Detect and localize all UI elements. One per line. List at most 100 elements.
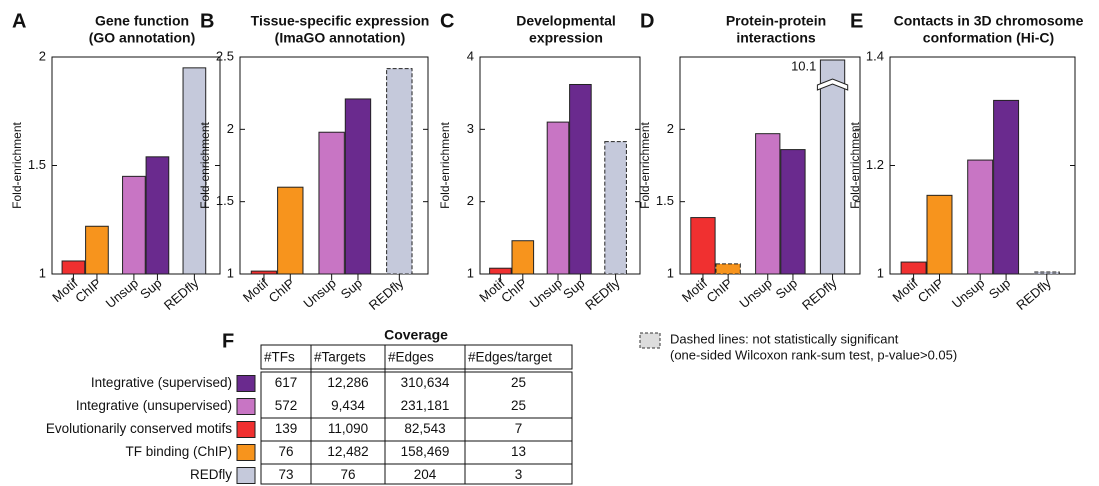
y-axis-label: Fold-enrichment [198,121,212,208]
table-title: Coverage [384,327,448,343]
x-tick-label: REDfly [161,275,202,313]
bar [318,131,345,275]
row-label: Evolutionarily conserved motifs [46,421,232,436]
chart-title: Tissue-specific expression [251,13,430,29]
chart-title: expression [529,30,603,46]
y-tick-label: 1 [39,265,46,280]
y-tick-label: 1 [467,265,474,280]
table-header: #Targets [314,350,366,365]
chart-title: Contacts in 3D chromosome [894,13,1084,29]
y-axis-label: Fold-enrichment [10,121,24,208]
table-cell: 13 [511,444,526,459]
row-label: TF binding (ChIP) [125,444,232,459]
bar [819,59,846,275]
table-cell: 12,286 [327,375,368,390]
x-tick-label: Motif [890,275,922,305]
table-cell: 82,543 [404,421,445,436]
chart-title: Developmental [516,13,616,29]
panel-letter: A [12,10,26,32]
x-tick-label: Sup [338,275,365,301]
panel-letter: E [850,10,863,32]
y-tick-label: 2 [667,121,674,136]
table-cell: 12,482 [327,444,368,459]
bar [926,194,953,275]
bar [145,156,170,275]
chart-title: conformation (Hi-C) [923,30,1054,46]
y-axis-label: Fold-enrichment [848,121,862,208]
bar [604,141,627,275]
bar [780,149,806,275]
table-cell: 310,634 [401,375,450,390]
table-cell: 231,181 [401,398,450,413]
y-tick-label: 1.5 [216,193,234,208]
x-tick-label: REDfly [582,275,623,313]
x-tick-label: REDfly [799,275,840,313]
bar [122,175,146,275]
panel-letter: F [222,330,234,352]
bar [546,121,570,275]
x-tick-label: Unsup [300,275,338,311]
chart-title: Gene function [95,13,189,29]
chart-title: interactions [736,30,816,46]
y-axis-label: Fold-enrichment [638,121,652,208]
x-tick-label: ChIP [266,275,298,305]
bar [715,263,741,275]
y-tick-label: 3 [467,121,474,136]
row-swatch [236,375,256,392]
x-tick-label: Sup [986,275,1013,301]
table-header: #Edges/target [468,350,552,365]
bar [489,267,512,275]
x-tick-label: Unsup [736,275,774,311]
bar [344,98,372,275]
table-cell: 139 [275,421,298,436]
y-tick-label: 1.4 [866,48,884,63]
table-cell: 3 [515,467,523,482]
bar [511,240,535,275]
y-tick-label: 2 [467,193,474,208]
table-header: #TFs [264,350,295,365]
bar [900,261,927,275]
row-swatch [236,467,256,484]
y-tick-label: 1 [227,265,234,280]
x-tick-label: ChIP [498,275,530,305]
y-tick-label: 2.5 [216,48,234,63]
y-axis-label: Fold-enrichment [438,121,452,208]
table-cell: 9,434 [331,398,365,413]
x-tick-label: ChIP [72,275,104,305]
bar [61,260,86,275]
x-tick-label: Unsup [527,275,565,311]
chart-title: (GO annotation) [89,30,196,46]
chart-title: (ImaGO annotation) [275,30,406,46]
bar [250,270,278,275]
chart-title: Protein-protein [726,13,826,29]
bar [277,186,304,275]
x-tick-label: ChIP [915,275,947,305]
table-cell: 572 [275,398,298,413]
dashed-legend-swatch [639,332,661,349]
note-line: Dashed lines: not statistically signific… [670,331,899,346]
panel-letter: C [440,10,454,32]
y-tick-label: 2 [39,48,46,63]
x-tick-label: Unsup [949,275,987,311]
row-swatch [236,398,256,415]
table-cell: 158,469 [401,444,450,459]
x-tick-label: Unsup [103,275,141,311]
bar [967,159,994,275]
panel-letter: B [200,10,214,32]
y-tick-label: 2 [227,121,234,136]
row-swatch [236,444,256,461]
table-header: #Edges [388,350,434,365]
x-tick-label: Sup [560,275,587,301]
bar [85,225,109,275]
y-tick-label: 1.5 [28,157,46,172]
bar [755,133,781,275]
table-cell: 25 [511,398,526,413]
y-tick-label: 1.5 [656,193,674,208]
row-label: Integrative (supervised) [91,375,232,390]
table-cell: 76 [278,444,293,459]
table-box [260,371,573,485]
y-tick-label: 1 [877,265,884,280]
table-cell: 76 [340,467,355,482]
bar [690,217,716,275]
bar [993,99,1020,275]
